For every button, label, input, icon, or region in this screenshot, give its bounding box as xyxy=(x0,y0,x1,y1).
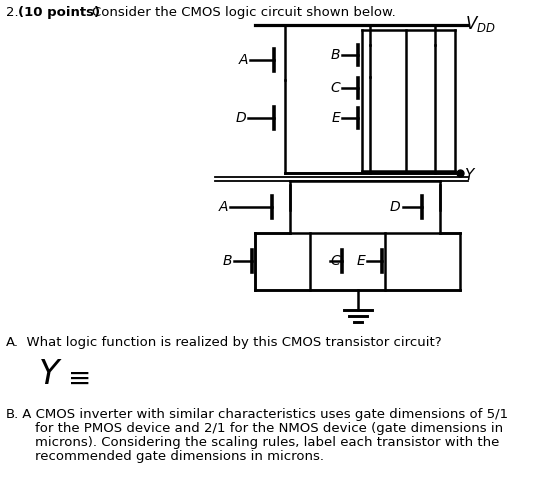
Text: recommended gate dimensions in microns.: recommended gate dimensions in microns. xyxy=(18,450,324,463)
Text: Y: Y xyxy=(464,167,473,182)
Text: 2.: 2. xyxy=(6,6,19,19)
Text: microns). Considering the scaling rules, label each transistor with the: microns). Considering the scaling rules,… xyxy=(18,436,499,449)
Text: $V_{DD}$: $V_{DD}$ xyxy=(465,14,496,34)
Text: A.: A. xyxy=(6,336,19,349)
Text: for the PMOS device and 2/1 for the NMOS device (gate dimensions in: for the PMOS device and 2/1 for the NMOS… xyxy=(18,422,503,435)
Text: A CMOS inverter with similar characteristics uses gate dimensions of 5/1: A CMOS inverter with similar characteris… xyxy=(18,408,508,421)
Text: E: E xyxy=(356,254,365,268)
Text: A: A xyxy=(238,53,248,67)
Text: D: D xyxy=(235,111,246,125)
Text: C: C xyxy=(330,81,340,95)
Text: $\equiv$: $\equiv$ xyxy=(62,364,90,392)
Text: Consider the CMOS logic circuit shown below.: Consider the CMOS logic circuit shown be… xyxy=(92,6,395,19)
Text: B.: B. xyxy=(6,408,19,421)
Text: E: E xyxy=(331,111,340,125)
Text: B: B xyxy=(223,254,232,268)
Text: (10 points): (10 points) xyxy=(18,6,100,19)
Text: A: A xyxy=(218,200,228,214)
Text: C: C xyxy=(330,254,340,268)
Text: D: D xyxy=(389,200,400,214)
Text: What logic function is realized by this CMOS transistor circuit?: What logic function is realized by this … xyxy=(18,336,441,349)
Text: B: B xyxy=(330,48,340,62)
Text: $\mathit{Y}$: $\mathit{Y}$ xyxy=(38,358,62,391)
